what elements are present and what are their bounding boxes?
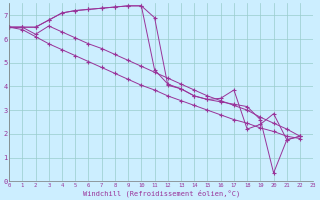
X-axis label: Windchill (Refroidissement éolien,°C): Windchill (Refroidissement éolien,°C) bbox=[83, 189, 240, 197]
